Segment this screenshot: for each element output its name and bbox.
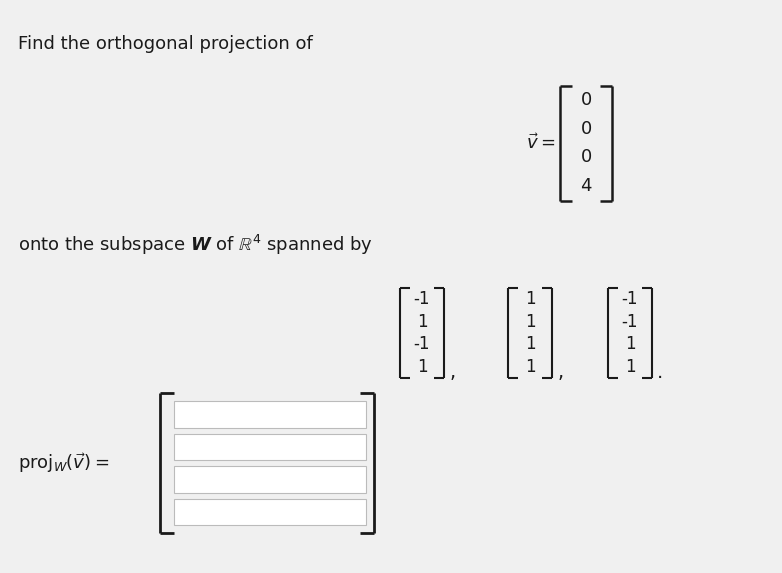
Text: 1: 1 (417, 313, 427, 331)
Text: 0: 0 (580, 120, 592, 138)
Text: ,: , (450, 363, 456, 382)
Text: ,: , (558, 363, 564, 382)
FancyBboxPatch shape (174, 499, 366, 525)
Text: 1: 1 (625, 335, 635, 353)
FancyBboxPatch shape (174, 466, 366, 493)
Text: Find the orthogonal projection of: Find the orthogonal projection of (18, 35, 313, 53)
Text: -1: -1 (622, 313, 638, 331)
Text: -1: -1 (622, 291, 638, 308)
Text: 1: 1 (417, 358, 427, 376)
FancyBboxPatch shape (174, 401, 366, 427)
Text: onto the subspace $\boldsymbol{W}$ of $\mathbb{R}^4$ spanned by: onto the subspace $\boldsymbol{W}$ of $\… (18, 233, 373, 257)
Text: 1: 1 (525, 291, 536, 308)
Text: .: . (657, 363, 663, 382)
Text: 1: 1 (525, 335, 536, 353)
Text: $\mathrm{proj}_W(\vec{v}) =$: $\mathrm{proj}_W(\vec{v}) =$ (18, 451, 109, 475)
Text: 0: 0 (580, 91, 592, 109)
Text: 1: 1 (625, 358, 635, 376)
Text: -1: -1 (414, 335, 430, 353)
Text: 1: 1 (525, 358, 536, 376)
FancyBboxPatch shape (174, 434, 366, 460)
Text: -1: -1 (414, 291, 430, 308)
Text: 4: 4 (580, 177, 592, 195)
Text: 1: 1 (525, 313, 536, 331)
Text: $\vec{v} =$: $\vec{v} =$ (526, 133, 555, 153)
Text: 0: 0 (580, 148, 592, 166)
